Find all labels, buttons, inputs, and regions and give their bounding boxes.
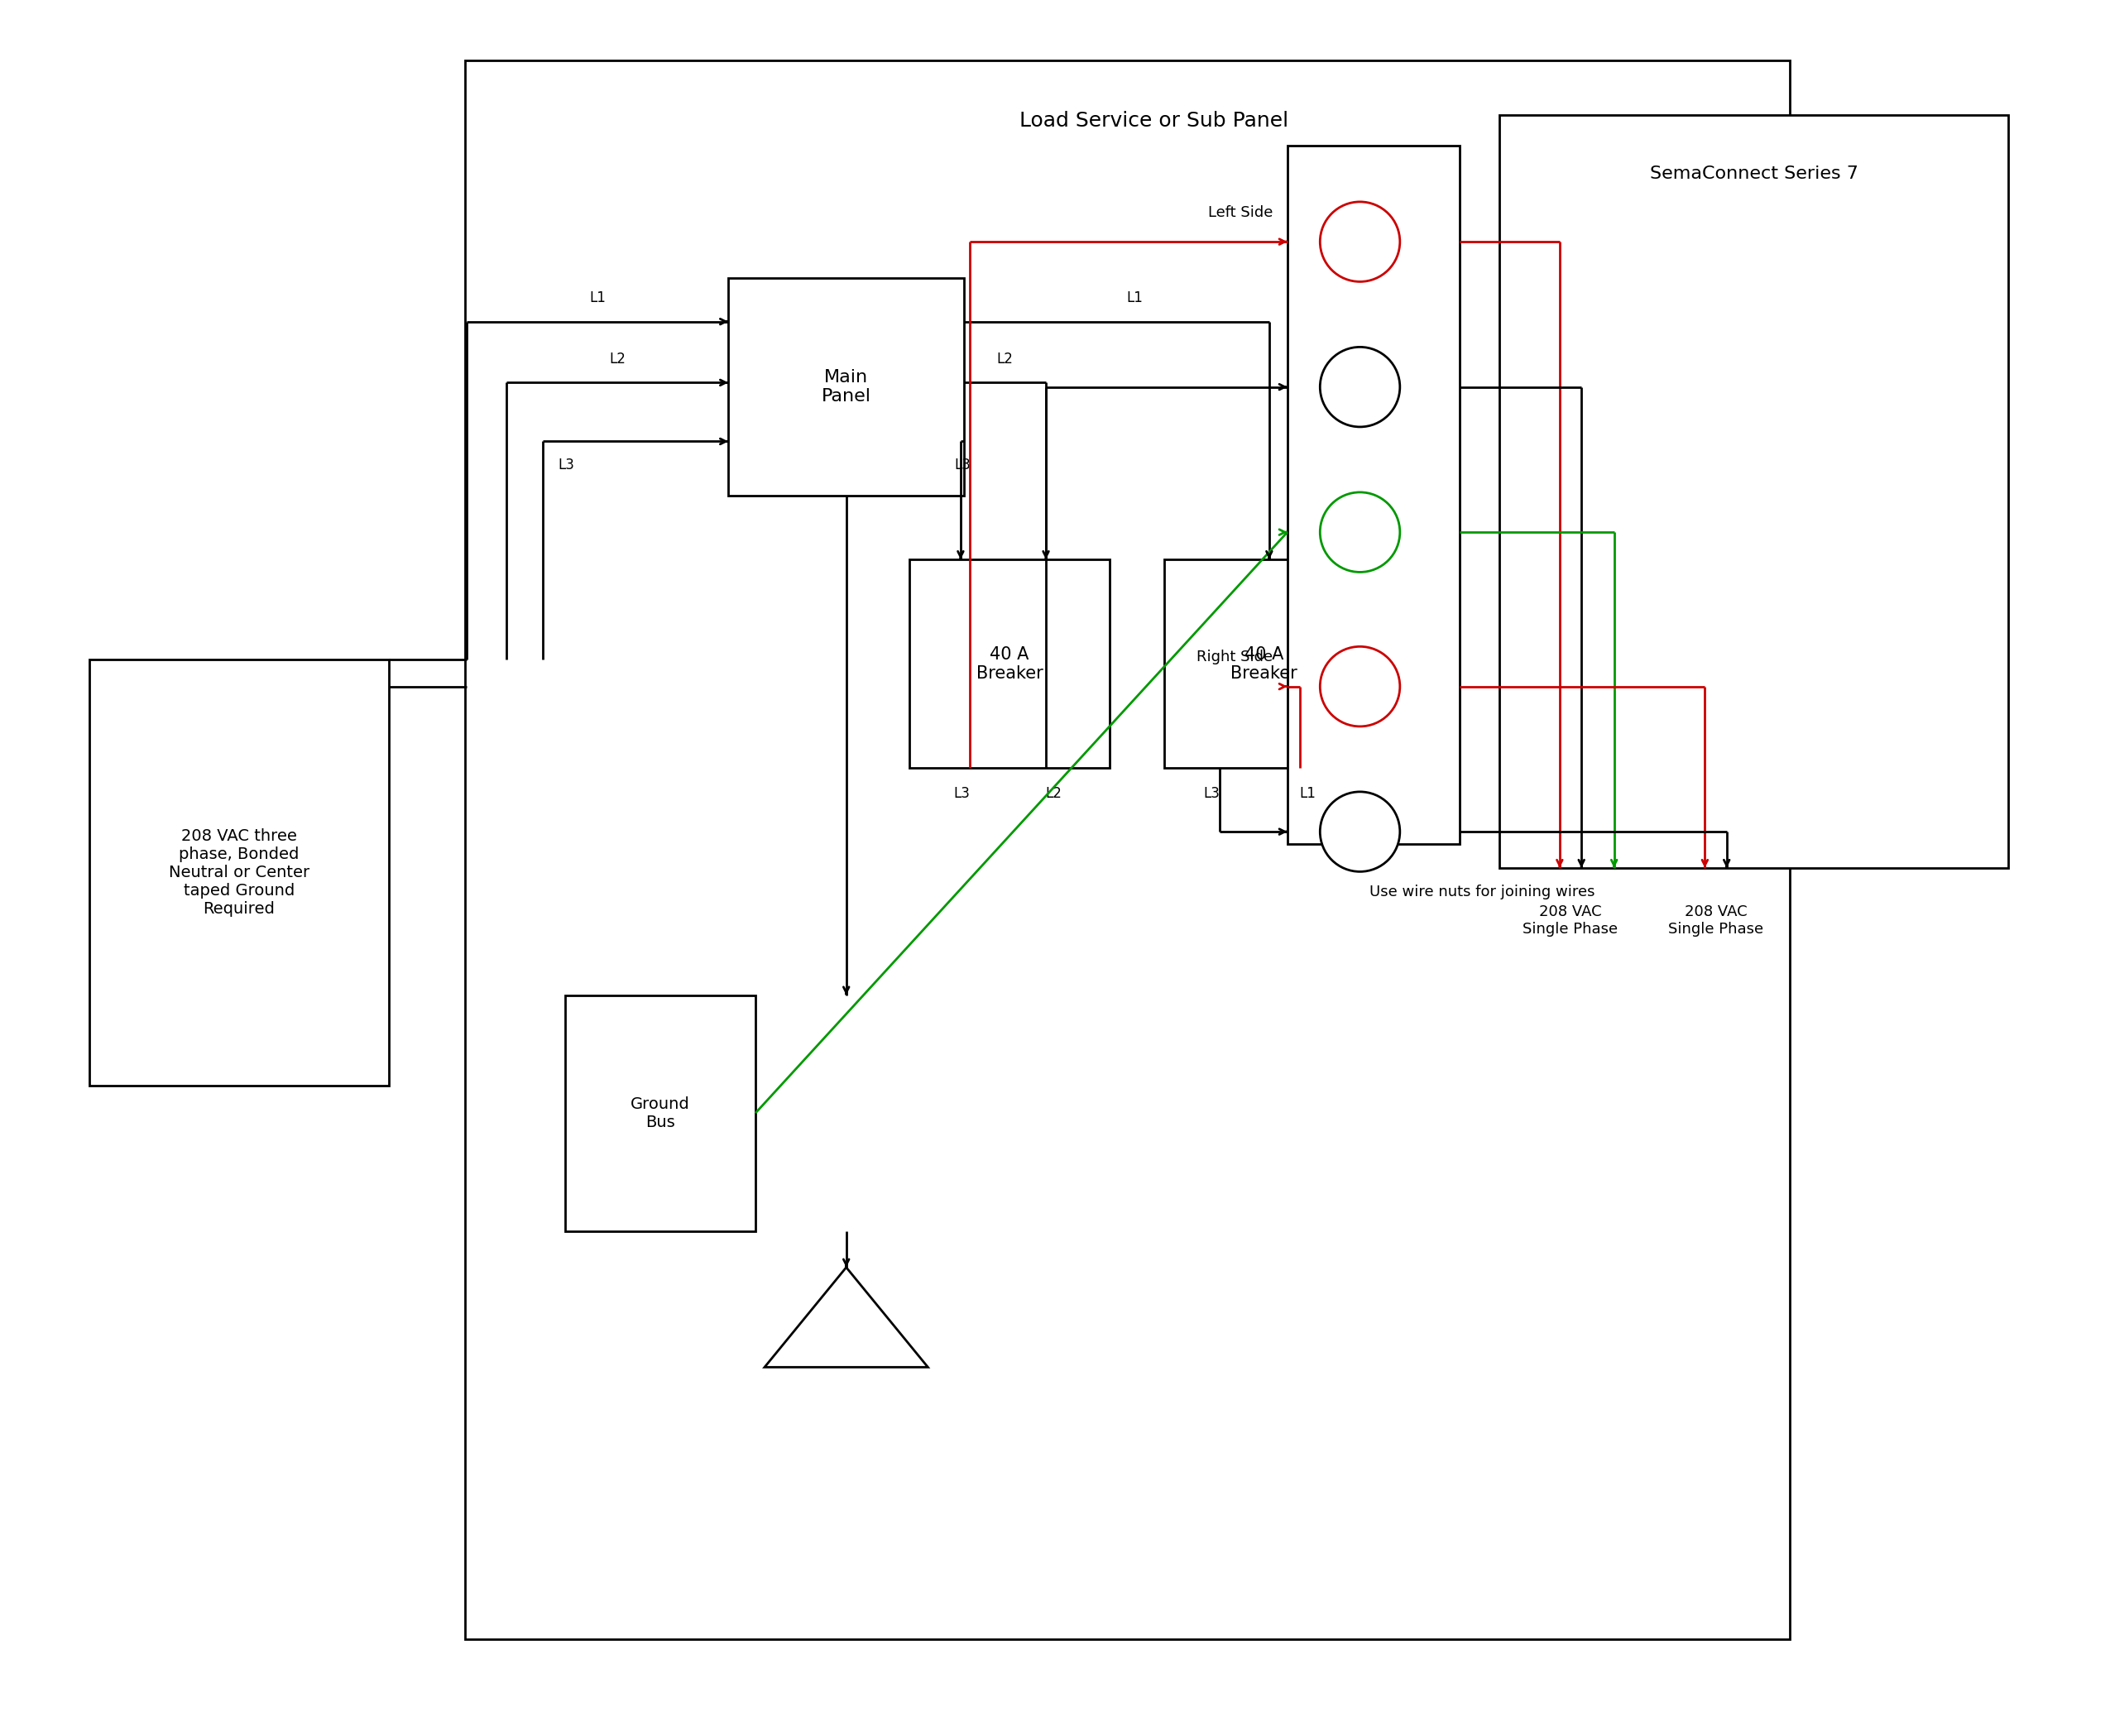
Text: L3: L3	[1203, 786, 1220, 802]
Text: L2: L2	[610, 351, 627, 366]
Bar	[565, 995, 755, 1231]
Text: L3: L3	[557, 458, 574, 472]
Circle shape	[1321, 347, 1399, 427]
Text: 208 VAC three
phase, Bonded
Neutral or Center
taped Ground
Required: 208 VAC three phase, Bonded Neutral or C…	[169, 828, 310, 917]
Text: L2: L2	[1047, 786, 1061, 802]
Circle shape	[1321, 201, 1399, 281]
Text: 40 A
Breaker: 40 A Breaker	[977, 646, 1042, 682]
Text: Load Service or Sub Panel: Load Service or Sub Panel	[1019, 111, 1289, 130]
Text: Ground
Bus: Ground Bus	[631, 1095, 690, 1130]
Bar	[464, 61, 1789, 1639]
Circle shape	[1321, 493, 1399, 573]
Text: L1: L1	[589, 290, 606, 306]
Text: Right Side: Right Side	[1196, 649, 1272, 665]
Bar	[1500, 115, 2009, 868]
Text: 208 VAC
Single Phase: 208 VAC Single Phase	[1523, 904, 1618, 936]
Text: L3: L3	[954, 458, 971, 472]
Text: 40 A
Breaker: 40 A Breaker	[1230, 646, 1298, 682]
Bar	[1287, 146, 1460, 844]
Bar	[909, 559, 1110, 767]
Text: L3: L3	[954, 786, 971, 802]
Text: L1: L1	[1300, 786, 1317, 802]
Text: Main
Panel: Main Panel	[821, 370, 871, 404]
Text: Left Side: Left Side	[1209, 205, 1272, 220]
Bar	[89, 660, 388, 1085]
Text: 208 VAC
Single Phase: 208 VAC Single Phase	[1669, 904, 1764, 936]
Circle shape	[1321, 792, 1399, 871]
Text: SemaConnect Series 7: SemaConnect Series 7	[1650, 165, 1859, 182]
Text: L1: L1	[1127, 290, 1144, 306]
Text: L2: L2	[996, 351, 1013, 366]
Circle shape	[1321, 646, 1399, 726]
Text: Use wire nuts for joining wires: Use wire nuts for joining wires	[1369, 884, 1595, 899]
Bar	[728, 278, 964, 496]
Bar	[1165, 559, 1363, 767]
